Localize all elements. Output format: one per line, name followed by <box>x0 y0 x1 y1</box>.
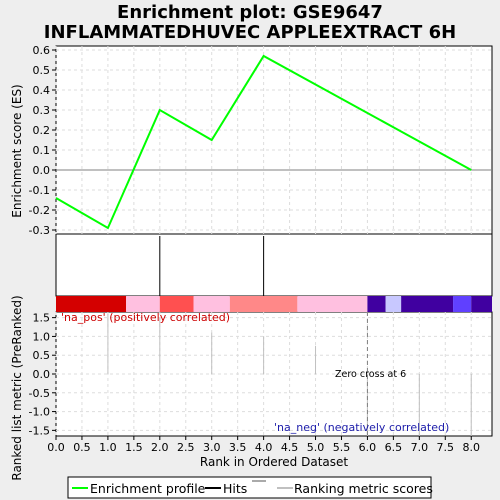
metric-y-axis-label: Ranked list metric (PreRanked) <box>10 295 24 480</box>
x-tick-label: 3.5 <box>229 441 247 454</box>
metric-y-tick-label: -1.5 <box>29 424 50 437</box>
x-tick-label: 0.0 <box>47 441 65 454</box>
x-ticks: 0.0 0.5 1.0 1.5 2.0 2.5 3.0 3.5 4.0 4.5 5.0 5.5 6.0 6… <box>47 436 480 454</box>
metric-y-tick-label: 1.5 <box>33 312 51 325</box>
x-tick-label: 1.5 <box>125 441 143 454</box>
hits-panel-frame <box>55 233 493 297</box>
legend-hits-label: Hits <box>223 481 247 496</box>
x-tick-label: 7.0 <box>411 441 429 454</box>
color-bar-segment <box>229 296 298 312</box>
metric-y-tick-label: -1.0 <box>29 406 50 419</box>
color-bar-segment <box>453 296 472 312</box>
legend-enrichment-label: Enrichment profile <box>90 481 206 496</box>
x-tick-label: 2.0 <box>151 441 169 454</box>
es-y-tick-label: 0.5 <box>33 64 51 77</box>
x-tick-label: 7.5 <box>437 441 455 454</box>
chart-title-line-2: INFLAMMATEDHUVEC APPLEEXTRACT 6H <box>43 22 457 43</box>
zero-cross-label: Zero cross at 6 <box>335 369 406 380</box>
es-y-tick-label: 0.4 <box>33 84 51 97</box>
x-tick-label: 3.0 <box>203 441 221 454</box>
x-tick-label: 6.0 <box>359 441 377 454</box>
x-axis-label: Rank in Ordered Dataset <box>200 455 348 469</box>
enrichment-profile-line <box>55 54 472 230</box>
x-tick-label: 0.5 <box>73 441 91 454</box>
legend-box <box>67 476 432 499</box>
metric-y-tick-label: 0.0 <box>33 368 51 381</box>
es-y-axis-label: Enrichment score (ES) <box>10 84 24 217</box>
es-y-tick-label: 0.1 <box>33 144 51 157</box>
x-tick-label: 1.0 <box>99 441 117 454</box>
color-bar-segment <box>56 296 127 312</box>
es-y-ticks: -0.3 -0.2 -0.1 0.0 0.1 0.2 0.3 0.4 0.5 0.6 <box>29 44 56 237</box>
color-bar-segment <box>401 296 454 312</box>
color-bar-segment <box>297 296 368 312</box>
x-tick-label: 4.5 <box>281 441 299 454</box>
color-bar-segment <box>471 296 492 312</box>
es-y-tick-label: 0.3 <box>33 104 51 117</box>
x-tick-label: 5.0 <box>307 441 325 454</box>
metric-y-tick-label: -0.5 <box>29 387 50 400</box>
x-tick-label: 2.5 <box>177 441 195 454</box>
neg-correlated-label: 'na_neg' (negatively correlated) <box>274 421 449 434</box>
es-y-tick-label: -0.1 <box>29 184 50 197</box>
x-tick-label: 6.5 <box>385 441 403 454</box>
es-y-tick-label: 0.2 <box>33 124 51 137</box>
es-y-tick-label: 0.0 <box>33 164 51 177</box>
es-y-tick-label: -0.2 <box>29 204 50 217</box>
color-bar-segment <box>367 296 386 312</box>
es-panel-frame <box>55 45 493 235</box>
es-y-tick-label: -0.3 <box>29 224 50 237</box>
metric-y-tick-label: 0.5 <box>33 349 51 362</box>
x-tick-label: 8.0 <box>462 441 480 454</box>
x-tick-label: 5.5 <box>333 441 351 454</box>
color-bar-segment <box>159 296 194 312</box>
pos-correlated-label: 'na_pos' (positively correlated) <box>61 311 230 324</box>
x-tick-label: 4.0 <box>255 441 273 454</box>
hit-markers <box>159 236 265 296</box>
color-bar-segment <box>193 296 230 312</box>
color-bar-segment <box>126 296 160 312</box>
rank-color-bar <box>56 296 492 312</box>
chart-title-line-1: Enrichment plot: GSE9647 <box>117 2 383 23</box>
legend-metric-label: Ranking metric scores <box>294 481 433 496</box>
metric-y-ticks: -1.5 -1.0 -0.5 0.0 0.5 1.0 1.5 <box>29 312 56 437</box>
color-bar-segment <box>385 296 402 312</box>
es-y-tick-label: 0.6 <box>33 44 51 57</box>
metric-y-tick-label: 1.0 <box>33 330 51 343</box>
